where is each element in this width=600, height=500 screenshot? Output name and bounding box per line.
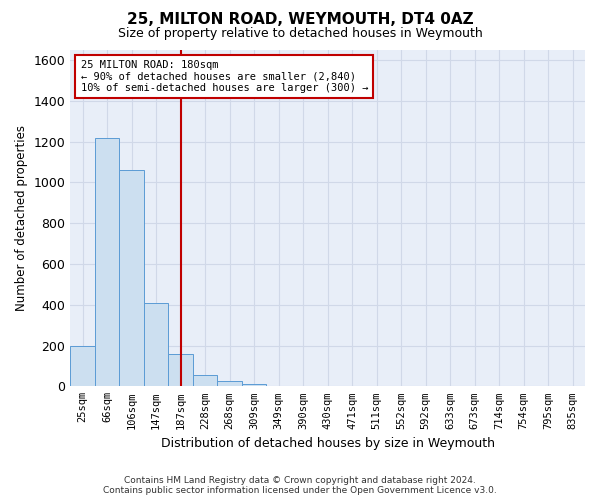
Bar [119, 170, 144, 386]
Bar [217, 381, 242, 386]
Bar [242, 384, 266, 386]
Y-axis label: Number of detached properties: Number of detached properties [15, 125, 28, 311]
Text: 25 MILTON ROAD: 180sqm
← 90% of detached houses are smaller (2,840)
10% of semi-: 25 MILTON ROAD: 180sqm ← 90% of detached… [80, 60, 368, 94]
Text: 25, MILTON ROAD, WEYMOUTH, DT4 0AZ: 25, MILTON ROAD, WEYMOUTH, DT4 0AZ [127, 12, 473, 28]
Text: Contains HM Land Registry data © Crown copyright and database right 2024.
Contai: Contains HM Land Registry data © Crown c… [103, 476, 497, 495]
Bar [95, 138, 119, 386]
Bar [193, 375, 217, 386]
Bar [144, 302, 169, 386]
Bar [169, 354, 193, 386]
Text: Size of property relative to detached houses in Weymouth: Size of property relative to detached ho… [118, 28, 482, 40]
X-axis label: Distribution of detached houses by size in Weymouth: Distribution of detached houses by size … [161, 437, 494, 450]
Bar [70, 346, 95, 387]
